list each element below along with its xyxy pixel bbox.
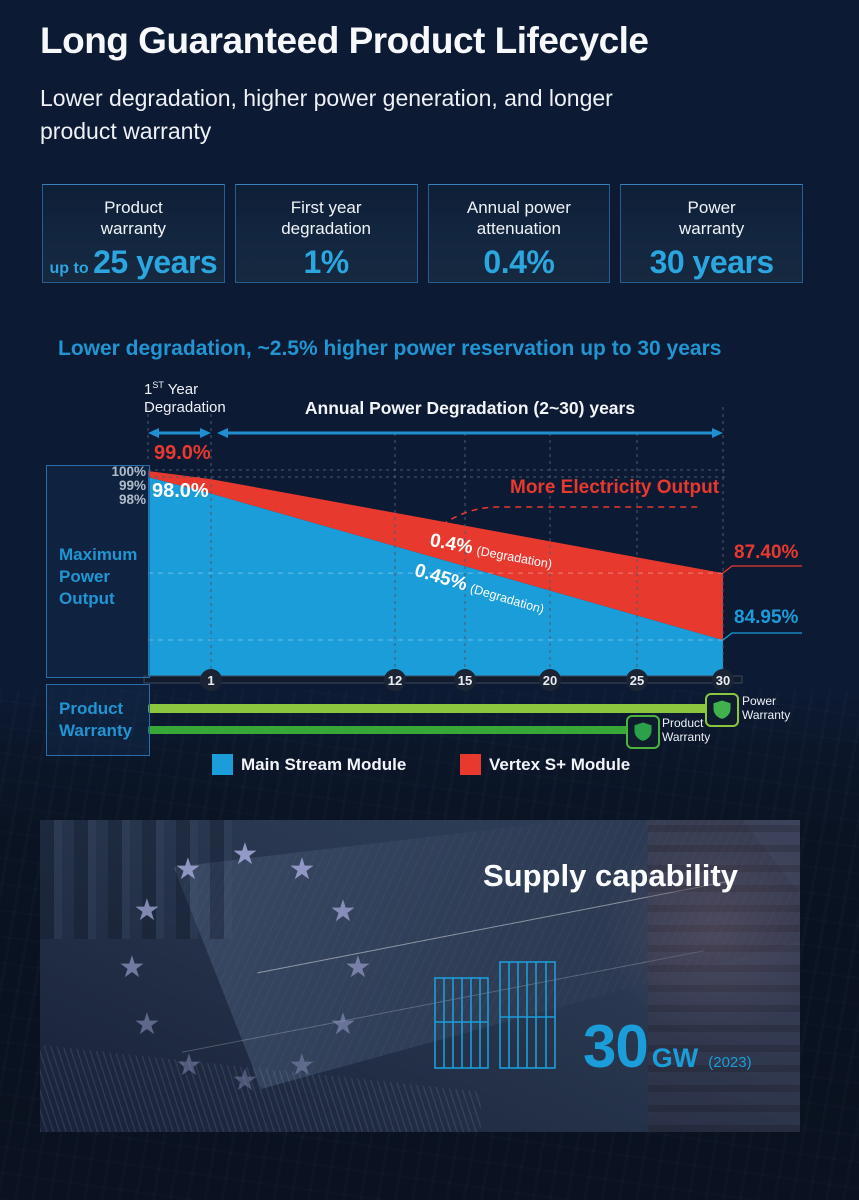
stat-value: 0.4% bbox=[483, 244, 555, 280]
product-warranty-box: Product Warranty bbox=[46, 684, 150, 756]
red-end-elbow-line bbox=[722, 565, 802, 574]
star-icon: ★ bbox=[118, 951, 146, 984]
x-tick-marker bbox=[626, 669, 648, 691]
solar-panel-icon bbox=[434, 961, 556, 1069]
chart-area-fills bbox=[148, 471, 723, 677]
factory-photo-background: ★ ★ ★ ★ ★ ★ ★ ★ ★ ★ ★ ★ Supply capability 30 GW (20… bbox=[0, 690, 859, 1200]
stat-box-annual-attenuation: Annual power attenuation 0.4% bbox=[427, 184, 611, 283]
x-tick-marker bbox=[712, 669, 734, 691]
photo-highlight bbox=[602, 820, 800, 1039]
stat-value: 1% bbox=[303, 244, 350, 280]
blue-end-elbow-line bbox=[722, 632, 802, 641]
legend-label-vertex: Vertex S+ Module bbox=[489, 755, 631, 774]
subtitle-line-1: Lower degradation, higher power generati… bbox=[40, 85, 613, 111]
stat-label: Annual power attenuation bbox=[466, 198, 571, 238]
x-tick-label: 30 bbox=[716, 673, 730, 688]
star-ring: ★ ★ ★ ★ ★ ★ ★ ★ ★ ★ ★ ★ bbox=[40, 820, 800, 1132]
x-axis-line bbox=[143, 675, 743, 684]
supply-capability-heading: Supply capability bbox=[483, 858, 738, 893]
stat-box-first-year-degradation: First year degradation 1% bbox=[234, 184, 418, 283]
shield-icon bbox=[626, 715, 660, 749]
chart-gridlines bbox=[147, 407, 728, 675]
stat-value: 30 years bbox=[649, 244, 775, 280]
star-icon: ★ bbox=[288, 853, 316, 886]
stat-box-row: Product warranty up to 25 years First ye… bbox=[42, 184, 803, 283]
factory-aerial-photo: ★ ★ ★ ★ ★ ★ ★ ★ ★ ★ ★ ★ Supply capability 30 GW (20… bbox=[40, 820, 800, 1132]
chart-section-heading: Lower degradation, ~2.5% higher power re… bbox=[58, 337, 722, 360]
capacity-year: (2023) bbox=[708, 1054, 752, 1071]
x-tick-label: 25 bbox=[630, 673, 644, 688]
page-title: Long Guaranteed Product Lifecycle bbox=[40, 20, 649, 61]
background-buildings bbox=[40, 820, 238, 939]
y-axis-label-98: 98% bbox=[118, 492, 146, 507]
x-tick-marker bbox=[539, 669, 561, 691]
x-tick-label: 15 bbox=[458, 673, 472, 688]
x-tick-marker bbox=[384, 669, 406, 691]
degradation-chart: 1 12 15 20 25 30 1ST Year Degradation Annual … bbox=[40, 375, 830, 790]
more-electricity-output-label: More Electricity Output bbox=[510, 477, 720, 498]
star-icon: ★ bbox=[231, 1064, 259, 1097]
star-icon: ★ bbox=[344, 951, 372, 984]
vertex-start-value: 99.0% bbox=[154, 442, 211, 464]
maximum-power-output-box: Maximum Power Output bbox=[46, 465, 150, 678]
annual-degradation-label: Annual Power Degradation (2~30) years bbox=[304, 398, 636, 418]
side-buildings bbox=[648, 820, 800, 1132]
stat-label: First year degradation bbox=[281, 198, 372, 238]
power-warranty-bar bbox=[148, 704, 714, 713]
x-tick-marker bbox=[454, 669, 476, 691]
chart-canvas: 1 12 15 20 25 30 bbox=[143, 407, 802, 749]
product-warranty-bar-label: Product Warranty bbox=[662, 716, 711, 744]
vertex-module-area bbox=[148, 471, 723, 640]
star-icon: ★ bbox=[329, 895, 357, 928]
legend-label-mainstream: Main Stream Module bbox=[241, 755, 407, 774]
x-tick-label: 12 bbox=[388, 673, 402, 688]
stat-label: Power warranty bbox=[679, 198, 745, 238]
mainstream-end-value: 84.95% bbox=[734, 607, 799, 628]
stat-value: up to 25 years bbox=[49, 244, 218, 280]
product-warranty-bar bbox=[148, 726, 635, 734]
star-icon: ★ bbox=[174, 853, 202, 886]
stat-label: Product warranty bbox=[100, 198, 166, 238]
first-year-degradation-label: 1ST Year Degradation bbox=[144, 380, 226, 416]
legend-swatch-mainstream bbox=[212, 754, 233, 775]
mainstream-module-area bbox=[148, 477, 723, 677]
vertex-end-value: 87.40% bbox=[734, 542, 799, 563]
capacity-number: 30 bbox=[583, 1013, 649, 1080]
x-tick-label: 20 bbox=[543, 673, 557, 688]
capacity-unit: GW bbox=[651, 1043, 699, 1073]
more-output-leader-line bbox=[441, 506, 702, 526]
star-icon: ★ bbox=[231, 838, 259, 871]
power-warranty-bar-label: Power Warranty bbox=[742, 694, 791, 722]
star-icon: ★ bbox=[133, 894, 161, 927]
star-icon: ★ bbox=[175, 1049, 203, 1082]
legend-swatch-vertex bbox=[460, 754, 481, 775]
star-icon: ★ bbox=[133, 1008, 161, 1041]
x-axis-ticks: 1 12 15 20 25 30 bbox=[200, 669, 734, 691]
mainstream-start-value: 98.0% bbox=[152, 480, 209, 502]
x-tick-marker bbox=[200, 669, 222, 691]
stat-box-power-warranty: Power warranty 30 years bbox=[620, 184, 803, 283]
stat-box-product-warranty: Product warranty up to 25 years bbox=[42, 184, 225, 283]
y-axis-label-100: 100% bbox=[111, 464, 146, 479]
star-icon: ★ bbox=[288, 1049, 316, 1082]
first-year-arrow-heads bbox=[148, 428, 211, 438]
annual-arrow-heads bbox=[217, 428, 723, 438]
x-tick-label: 1 bbox=[207, 673, 214, 688]
page-subtitle: Lower degradation, higher power generati… bbox=[40, 82, 613, 148]
star-icon: ★ bbox=[329, 1008, 357, 1041]
shield-icon bbox=[705, 693, 739, 727]
y-axis-label-99: 99% bbox=[118, 478, 146, 493]
subtitle-line-2: product warranty bbox=[40, 118, 212, 144]
supply-capacity-value: 30 GW (2023) bbox=[583, 1012, 752, 1081]
